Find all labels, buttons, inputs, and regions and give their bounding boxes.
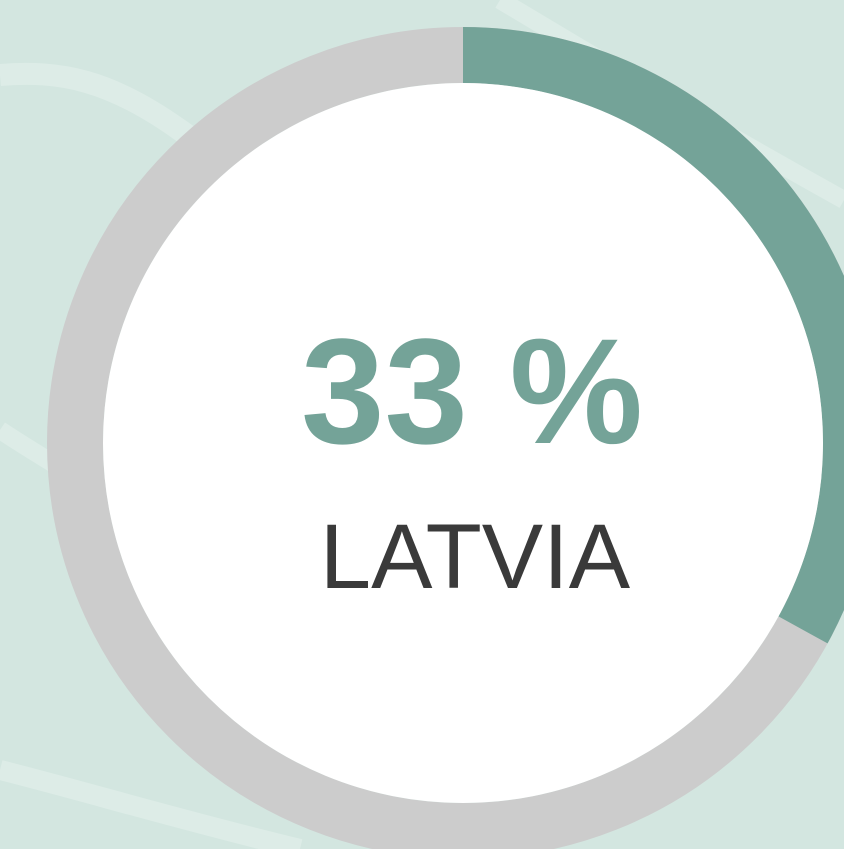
value-label: 33 % <box>301 307 643 475</box>
donut-segment <box>462 27 844 644</box>
donut <box>47 27 844 849</box>
background-wave <box>0 760 303 849</box>
donut-hole <box>103 83 823 803</box>
category-label: LATVIA <box>320 506 631 608</box>
